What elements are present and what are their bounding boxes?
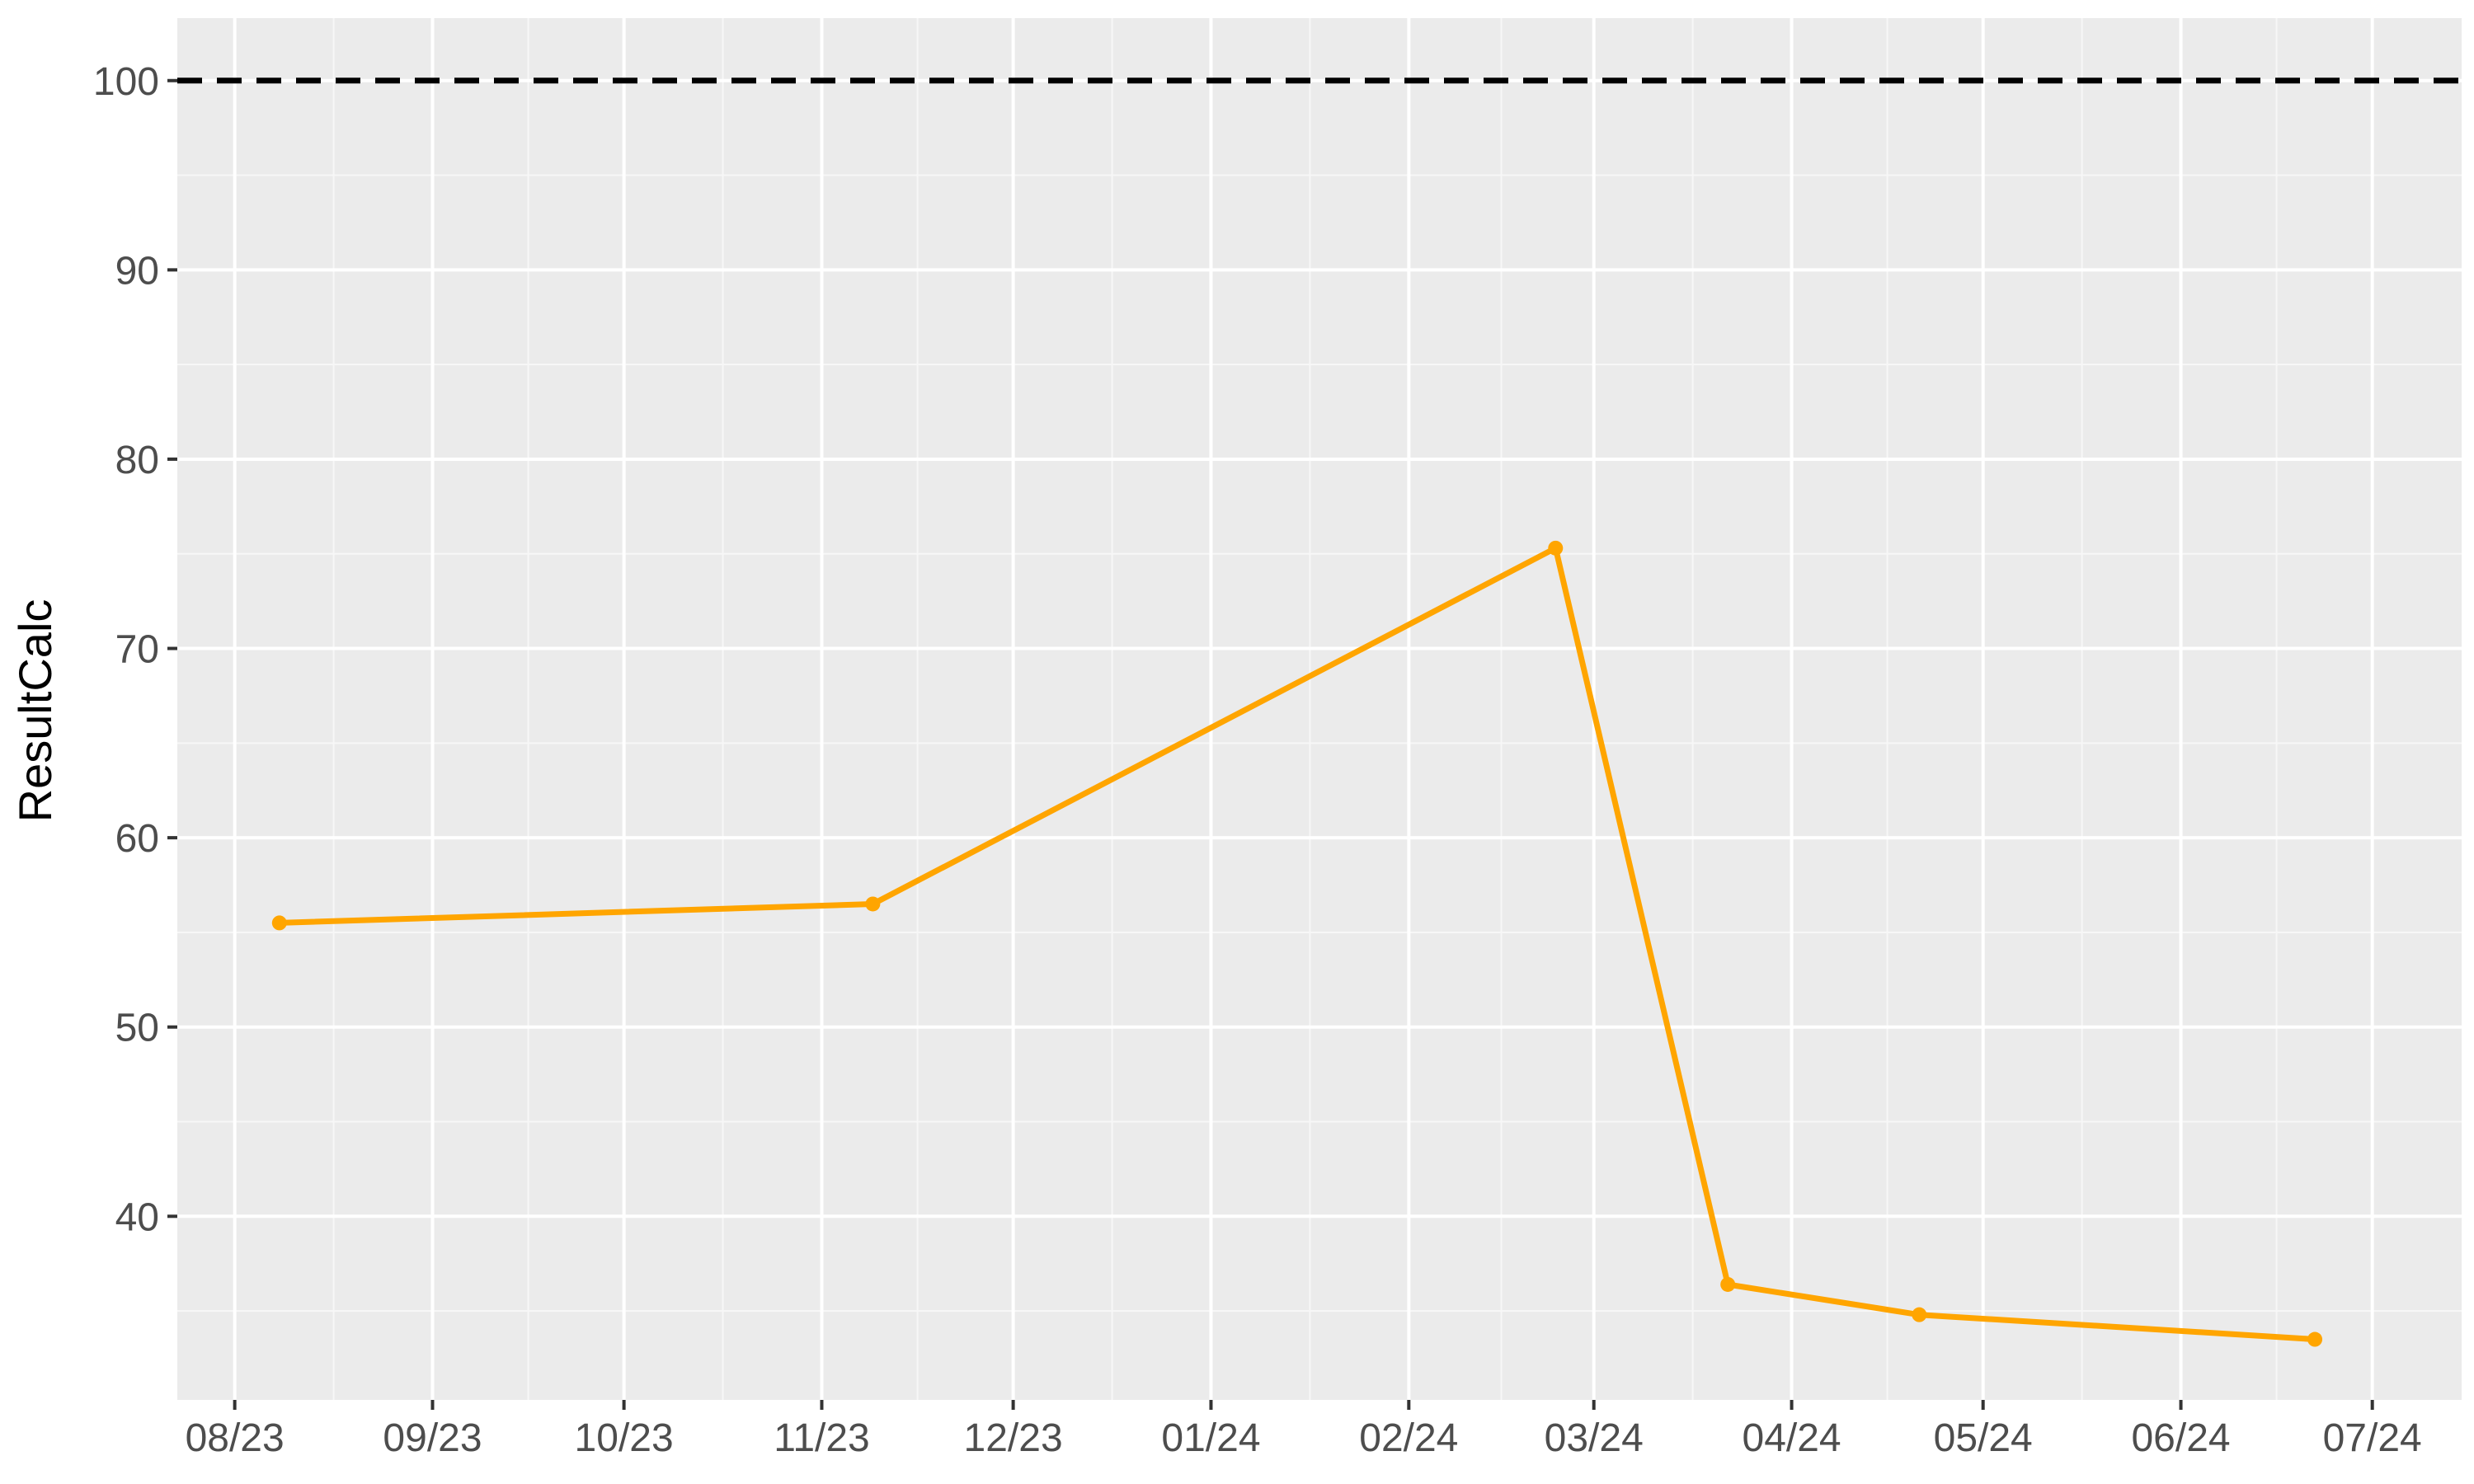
x-tick-label: 04/24 (1743, 1416, 1841, 1460)
y-axis: 40 50 60 70 80 90 100 (93, 60, 177, 1239)
y-tick-label: 80 (115, 439, 159, 482)
data-point (271, 915, 287, 931)
major-gridlines (177, 18, 2462, 1400)
x-tick-label: 10/23 (575, 1416, 674, 1460)
y-tick-label: 90 (115, 249, 159, 293)
x-tick-label: 05/24 (1934, 1416, 2033, 1460)
x-tick-label: 07/24 (2323, 1416, 2422, 1460)
y-tick-label: 70 (115, 628, 159, 672)
x-tick-label: 01/24 (1161, 1416, 1260, 1460)
y-tick-label: 100 (93, 60, 159, 104)
data-point (865, 896, 881, 912)
series-line (279, 545, 2316, 1342)
x-tick-label: 03/24 (1545, 1416, 1644, 1460)
y-axis-title: ResultCalc (9, 599, 61, 823)
x-tick-label: 09/23 (383, 1416, 482, 1460)
x-tick-label: 12/23 (964, 1416, 1063, 1460)
plot-panel (177, 18, 2462, 1400)
x-tick-label: 06/24 (2131, 1416, 2230, 1460)
x-axis: 08/23 09/23 10/23 11/23 12/23 01/24 02/24 03/24… (186, 1400, 2422, 1460)
y-tick-label: 40 (115, 1195, 159, 1239)
y-tick-label: 60 (115, 817, 159, 861)
data-point (1548, 540, 1564, 556)
data-point (1720, 1276, 1736, 1292)
data-point (2307, 1331, 2323, 1347)
data-point (1912, 1307, 1927, 1322)
data-points (271, 540, 2323, 1347)
x-tick-label: 11/23 (774, 1416, 870, 1460)
x-tick-label: 08/23 (186, 1416, 285, 1460)
y-tick-label: 50 (115, 1007, 159, 1050)
minor-gridlines (177, 18, 2462, 1400)
x-tick-label: 02/24 (1359, 1416, 1458, 1460)
